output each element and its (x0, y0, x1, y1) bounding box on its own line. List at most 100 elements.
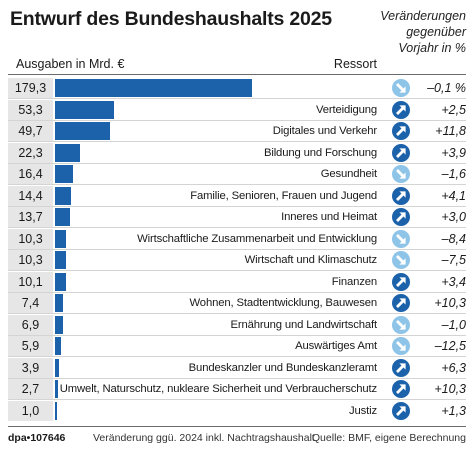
row-separator (8, 291, 466, 293)
value-cell-background (8, 78, 53, 98)
arrow-up-right-icon (392, 358, 410, 377)
bar-row: 1,0 Justiz +1,3 (0, 400, 474, 422)
bar-row: 3,9 Bundeskanzler und Bundeskanzleramt +6,… (0, 357, 474, 379)
expense-bar (55, 251, 67, 269)
ressort-label: Inneres und Heimat (281, 211, 377, 223)
bar-row: 2,7 Umwelt, Naturschutz, nukleare Sicherh… (0, 379, 474, 400)
value-cell-background (8, 293, 53, 313)
arrow-down-right-icon (392, 165, 410, 183)
value-label: 1,0 (21, 403, 40, 418)
expense-bar (55, 315, 63, 334)
change-value: –12,5 (434, 339, 466, 353)
ressort-label: Verteidigung (315, 103, 377, 116)
bar-row: 179,3 Arbeit und Soziales –0,1 % (0, 78, 474, 99)
ressort-label: Wirtschaft und Klimaschutz (244, 254, 377, 266)
change-value: +10,3 (434, 296, 466, 310)
arrow-up-right-icon (392, 100, 410, 119)
value-cell-background (8, 314, 53, 335)
bar-row: 14,4 Familie, Senioren, Frauen und Jugend… (0, 185, 474, 207)
value-cell-background (8, 400, 53, 421)
ressort-label: Familie, Senioren, Frauen und Jugend (190, 189, 377, 202)
change-header-line-2: gegenüber (406, 25, 466, 39)
value-cell-background (8, 121, 53, 141)
expense-bar (55, 79, 252, 97)
expense-bar (55, 143, 80, 162)
row-separator (8, 205, 466, 207)
bar-row: 53,3 Verteidigung +2,5 (0, 99, 474, 121)
ressort-column-header: Ressort (333, 57, 377, 71)
footer-source-id: dpa•107646 (8, 432, 66, 444)
change-value: –1,6 (441, 167, 466, 181)
bar-row: 13,7 Inneres und Heimat +3,0 (0, 207, 474, 228)
row-separator (8, 119, 466, 121)
expense-bar (55, 122, 110, 140)
bar-row: 7,4 Wohnen, Stadtentwicklung, Bauwesen +10… (0, 293, 474, 314)
change-value: +10,3 (434, 382, 466, 396)
change-header-line-3: Vorjahr in % (398, 41, 466, 55)
bar-row: 10,3 Wirtschaftliche Zusammenarbeit und E… (0, 228, 474, 250)
footer-divider (8, 426, 466, 427)
value-label: 10,3 (18, 231, 43, 246)
change-header-line-1: Veränderungen (380, 9, 466, 23)
arrow-down-right-icon (392, 315, 410, 334)
bar-row: 10,1 Finanzen +3,4 (0, 271, 474, 293)
ressort-label: Arbeit und Soziales (275, 82, 377, 94)
change-value: +4,1 (441, 188, 466, 203)
expense-bar (55, 186, 71, 205)
bar-row: 6,9 Ernährung und Landwirtschaft –1,0 (0, 314, 474, 336)
change-value: +3,9 (441, 145, 466, 160)
change-value: +11,8 (435, 124, 466, 138)
value-cell-background (8, 336, 53, 356)
bar-row: 49,7 Digitales und Verkehr +11,8 (0, 121, 474, 142)
value-label: 53,3 (18, 102, 43, 117)
ressort-label: Bundeskanzler und Bundeskanzleramt (188, 361, 377, 374)
ressort-label: Wohnen, Stadtentwicklung, Bauwesen (189, 297, 378, 309)
value-label: 6,9 (21, 317, 40, 332)
arrow-up-right-icon (392, 122, 410, 140)
ressort-label: Finanzen (331, 275, 377, 288)
ressort-label: Auswärtiges Amt (295, 340, 377, 352)
arrow-down-right-icon (392, 251, 410, 269)
value-label: 10,1 (18, 274, 43, 289)
value-label: 3,9 (21, 360, 40, 375)
change-value: –7,5 (441, 253, 466, 267)
value-cell-background (8, 379, 53, 399)
arrow-up-right-icon (392, 272, 410, 291)
ressort-label: Digitales und Verkehr (272, 125, 377, 137)
value-label: 7,4 (21, 296, 40, 310)
change-value: –8,4 (441, 231, 466, 246)
value-cell-background (8, 185, 53, 206)
bar-row: 16,4 Gesundheit –1,6 (0, 164, 474, 185)
value-cell-background (8, 228, 53, 249)
value-cell-background (8, 271, 53, 292)
change-value: +3,0 (441, 210, 466, 224)
ressort-label: Ernährung und Landwirtschaft (230, 318, 377, 331)
arrow-up-right-icon (392, 186, 410, 205)
chart-title: Entwurf des Bundeshaushalts 2025 (10, 8, 332, 30)
change-value: +2,5 (441, 102, 466, 117)
value-cell-background (8, 357, 53, 378)
value-label: 179,3 (14, 81, 47, 95)
row-separator (8, 141, 466, 142)
value-cell-background (8, 207, 53, 227)
values-column-header: Ausgaben in Mrd. € (16, 57, 125, 71)
row-separator (8, 356, 466, 357)
bar-row: 10,3 Wirtschaft und Klimaschutz –7,5 (0, 250, 474, 271)
expense-bar (55, 358, 60, 377)
ressort-label: Wirtschaftliche Zusammenarbeit und Entwi… (137, 232, 377, 245)
row-separator (8, 227, 466, 228)
expense-bar (55, 272, 67, 291)
ressort-label: Justiz (349, 404, 377, 417)
row-separator (8, 334, 466, 336)
bar-row: 5,9 Auswärtiges Amt –12,5 (0, 336, 474, 357)
arrow-down-right-icon (392, 229, 410, 248)
value-cell-background (8, 142, 53, 163)
ressort-label: Umwelt, Naturschutz, nukleare Sicherheit… (59, 383, 377, 395)
value-label: 16,4 (18, 167, 43, 181)
row-separator (8, 377, 466, 379)
expense-bar (55, 208, 71, 226)
header-divider (8, 74, 466, 75)
value-label: 13,7 (18, 210, 43, 224)
value-cell-background (8, 99, 53, 120)
